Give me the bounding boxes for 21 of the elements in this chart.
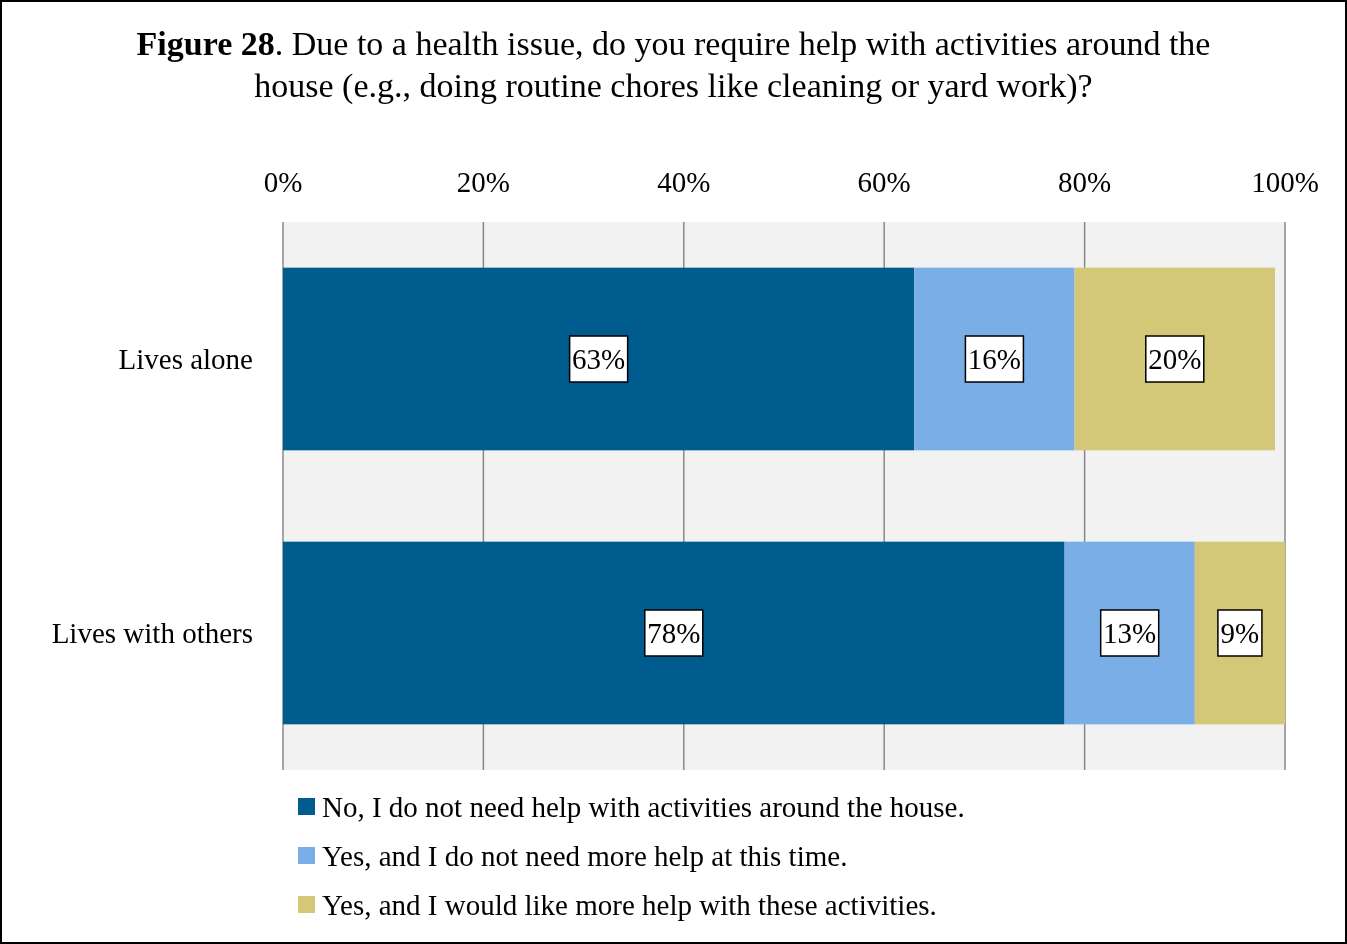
data-label: 13% <box>1103 617 1157 649</box>
y-tick-label: Lives with others <box>51 617 253 649</box>
data-label: 63% <box>572 343 626 375</box>
bar <box>914 267 1075 451</box>
data-label: 9% <box>1220 617 1260 649</box>
legend-label: No, I do not need help with activities around the house. <box>322 791 965 823</box>
chart-title: Figure 28. Due to a health issue, do you require help with activities around the house (e.g., doing routine chores like cleaning or yard work)? <box>136 25 1211 105</box>
data-label: 20% <box>1148 343 1202 375</box>
bar <box>1074 267 1275 451</box>
x-tick-label: 80% <box>1058 166 1112 198</box>
x-tick-label: 100% <box>1251 166 1319 198</box>
legend-label: Yes, and I would like more help with these activities. <box>322 889 937 921</box>
y-tick-label: Lives alone <box>118 343 253 375</box>
bar <box>283 267 915 451</box>
data-label: 78% <box>647 617 701 649</box>
x-tick-label: 0% <box>263 166 303 198</box>
x-tick-label: 40% <box>657 166 711 198</box>
x-tick-label: 20% <box>456 166 510 198</box>
legend-label: Yes, and I do not need more help at this time. <box>322 840 848 872</box>
data-label: 16% <box>967 343 1022 375</box>
x-tick-label: 60% <box>857 166 911 198</box>
